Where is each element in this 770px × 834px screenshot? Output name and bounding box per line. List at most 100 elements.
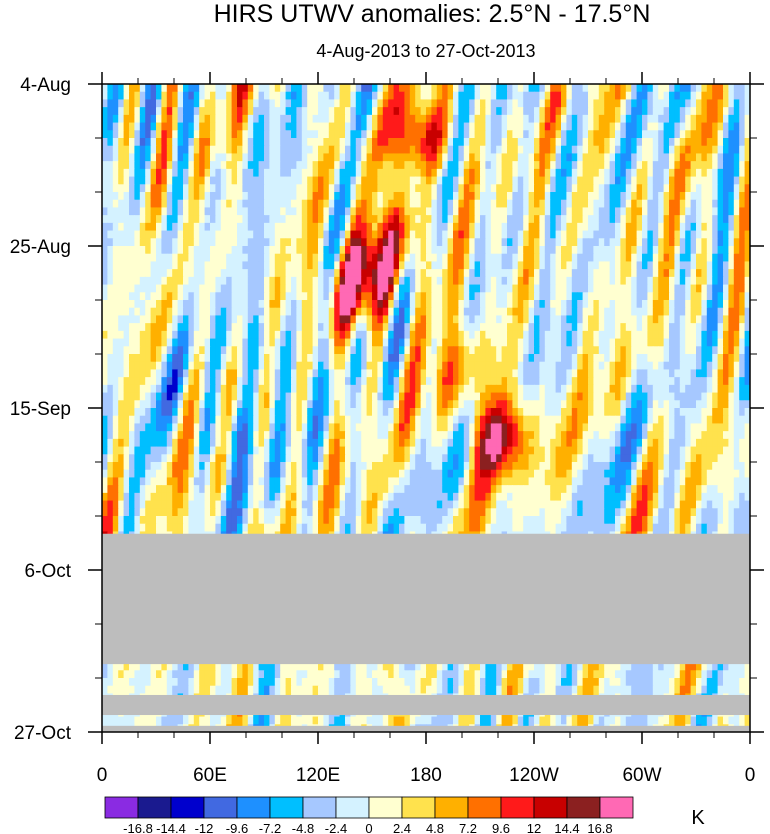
field-cell: [550, 114, 557, 124]
field-cell: [172, 99, 179, 108]
field-cell: [539, 114, 546, 124]
field-cell: [166, 161, 173, 170]
field-cell: [361, 168, 368, 178]
field-cell: [685, 253, 692, 263]
field-cell: [193, 323, 200, 332]
field-cell: [107, 122, 114, 131]
field-cell: [102, 400, 108, 409]
field-cell: [177, 184, 184, 193]
field-cell: [490, 384, 497, 394]
field-cell: [193, 392, 200, 401]
field-cell: [112, 145, 119, 155]
field-cell: [679, 215, 686, 224]
field-cell: [382, 199, 389, 209]
field-cell: [712, 369, 719, 378]
field-cell: [636, 215, 643, 224]
field-cell: [285, 192, 292, 201]
field-cell: [669, 238, 675, 247]
field-cell: [274, 269, 281, 278]
field-cell: [685, 384, 692, 394]
field-cell: [129, 153, 135, 162]
field-cell: [172, 207, 179, 216]
field-cell: [647, 207, 654, 216]
field-cell: [307, 261, 314, 270]
field-cell: [129, 161, 135, 170]
field-cell: [712, 199, 719, 209]
field-cell: [690, 122, 697, 131]
field-cell: [291, 107, 297, 116]
field-cell: [690, 369, 697, 378]
field-cell: [377, 238, 384, 247]
field-cell: [523, 145, 530, 155]
field-cell: [663, 276, 670, 286]
field-cell: [544, 238, 551, 247]
field-cell: [161, 215, 168, 224]
field-cell: [188, 176, 195, 185]
field-cell: [118, 384, 125, 394]
field-cell: [701, 199, 708, 209]
field-cell: [350, 230, 357, 239]
field-cell: [685, 168, 692, 178]
field-cell: [679, 354, 686, 363]
field-cell: [696, 99, 702, 108]
field-cell: [123, 168, 130, 178]
field-cell: [604, 361, 611, 371]
field-cell: [436, 377, 443, 386]
field-cell: [496, 215, 503, 224]
field-cell: [474, 176, 481, 185]
field-cell: [571, 361, 578, 371]
field-cell: [566, 184, 573, 193]
field-cell: [123, 307, 130, 317]
field-cell: [739, 369, 746, 378]
field-cell: [744, 369, 750, 378]
field-cell: [469, 384, 476, 394]
field-cell: [199, 168, 206, 178]
field-cell: [598, 392, 605, 401]
field-cell: [701, 107, 708, 116]
field-cell: [544, 207, 551, 216]
field-cell: [620, 323, 627, 332]
field-cell: [150, 122, 157, 131]
field-cell: [339, 377, 346, 386]
field-cell: [118, 261, 125, 270]
field-cell: [701, 377, 708, 386]
field-cell: [512, 84, 519, 93]
field-cell: [161, 377, 168, 386]
field-cell: [588, 184, 594, 193]
field-cell: [220, 91, 227, 101]
field-cell: [172, 107, 179, 116]
field-cell: [107, 84, 114, 93]
field-cell: [431, 230, 438, 239]
field-cell: [458, 392, 465, 401]
field-cell: [723, 377, 729, 386]
field-cell: [264, 323, 270, 332]
field-cell: [139, 184, 146, 193]
field-cell: [291, 222, 297, 232]
field-cell: [463, 330, 470, 340]
field-cell: [220, 207, 227, 216]
field-cell: [463, 276, 470, 286]
field-cell: [733, 168, 740, 178]
field-cell: [523, 168, 530, 178]
field-cell: [102, 99, 108, 108]
field-cell: [496, 114, 503, 124]
field-cell: [582, 261, 589, 270]
field-cell: [426, 246, 432, 255]
field-cell: [237, 307, 243, 317]
field-cell: [485, 276, 492, 286]
field-cell: [237, 184, 243, 193]
field-cell: [102, 315, 108, 324]
field-cell: [636, 230, 643, 239]
field-cell: [264, 354, 270, 363]
field-cell: [220, 107, 227, 116]
field-cell: [409, 261, 416, 270]
field-cell: [588, 338, 594, 347]
field-cell: [674, 246, 681, 255]
field-cell: [512, 199, 519, 209]
field-cell: [588, 122, 594, 131]
field-cell: [636, 300, 643, 309]
field-cell: [431, 107, 438, 116]
field-cell: [102, 199, 108, 209]
field-cell: [372, 269, 378, 278]
field-cell: [652, 269, 659, 278]
